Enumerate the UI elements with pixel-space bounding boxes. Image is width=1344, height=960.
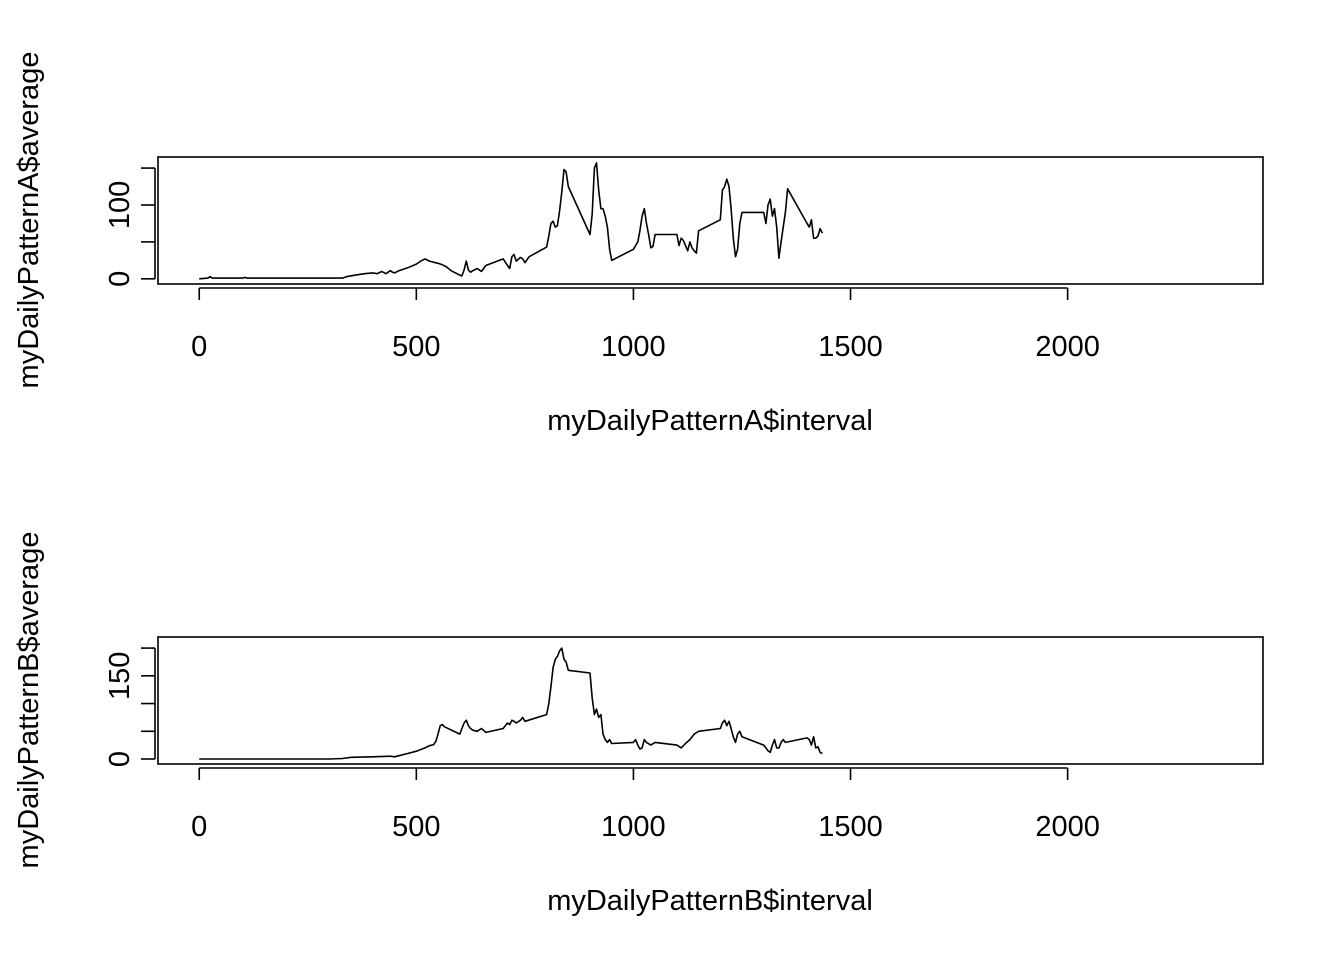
- y-axis-a: 0 100: [104, 167, 156, 287]
- y-axis-title-a: myDailyPatternA$average: [13, 52, 45, 389]
- x-tick-label-a: 1000: [601, 331, 666, 363]
- plot-frame-a: [157, 156, 1264, 285]
- chart-panel-a: 0 500 1000 1500 2000 0 100 myDailyPatternA$in…: [13, 52, 1264, 437]
- x-axis-b: 0 500 1000 1500 2000: [191, 767, 1100, 843]
- x-tick-label-b: 1000: [601, 811, 666, 843]
- x-tick-label-b: 2000: [1035, 811, 1100, 843]
- x-tick-label-a: 0: [191, 331, 207, 363]
- x-tick-label-b: 0: [191, 811, 207, 843]
- y-axis-b: 0 150: [104, 647, 156, 767]
- y-tick-label-a: 0: [104, 271, 136, 287]
- y-tick-label-b: 150: [104, 652, 136, 700]
- x-tick-label-a: 500: [392, 331, 440, 363]
- x-axis-title-b: myDailyPatternB$interval: [547, 885, 873, 917]
- x-tick-label-b: 500: [392, 811, 440, 843]
- y-axis-title-b: myDailyPatternB$average: [13, 532, 45, 869]
- chart-panel-b: 0 500 1000 1500 2000 0 150 myDailyPatternB$in…: [13, 532, 1264, 917]
- x-axis-a: 0 500 1000 1500 2000: [191, 287, 1100, 363]
- series-layer-a: [199, 162, 824, 280]
- x-tick-label-a: 2000: [1035, 331, 1100, 363]
- y-tick-label-b: 0: [104, 751, 136, 767]
- series-layer-b: [199, 647, 823, 760]
- x-tick-label-a: 1500: [818, 331, 883, 363]
- x-axis-title-a: myDailyPatternA$interval: [547, 405, 873, 437]
- series-line-b: [199, 647, 823, 760]
- y-tick-label-a: 100: [104, 181, 136, 229]
- x-tick-label-b: 1500: [818, 811, 883, 843]
- series-line-a: [199, 162, 824, 280]
- plot-frame-b: [157, 636, 1264, 765]
